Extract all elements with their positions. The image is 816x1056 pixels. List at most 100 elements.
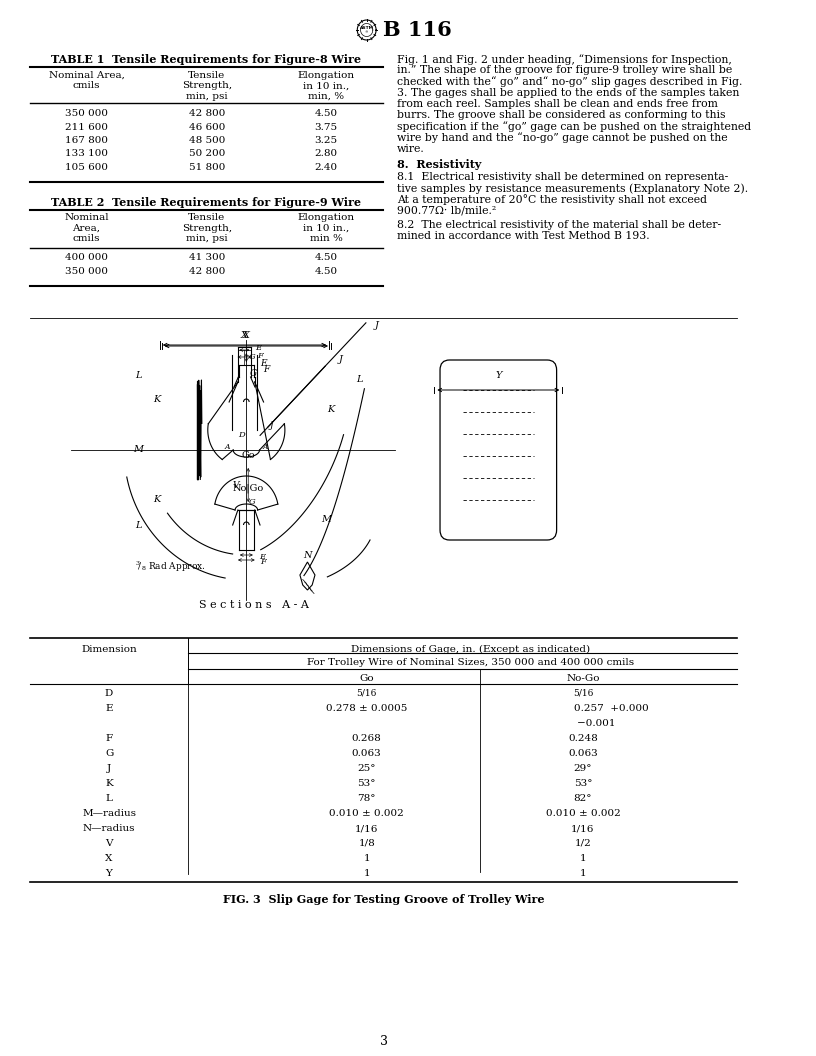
Text: Tensile
Strength,
min, psi: Tensile Strength, min, psi	[182, 213, 232, 243]
Text: 167 800: 167 800	[65, 136, 108, 145]
Text: Y: Y	[495, 371, 502, 380]
Text: Fig. 1 and Fig. 2 under heading, “Dimensions for Inspection,: Fig. 1 and Fig. 2 under heading, “Dimens…	[397, 54, 732, 64]
Text: 400 000: 400 000	[65, 253, 108, 263]
Text: J: J	[375, 321, 378, 329]
Text: from each reel. Samples shall be clean and ends free from: from each reel. Samples shall be clean a…	[397, 99, 717, 109]
Text: 53°: 53°	[574, 779, 592, 788]
Text: 3: 3	[379, 1035, 388, 1048]
Text: A: A	[262, 444, 268, 451]
Text: wire by hand and the “no-go” gage cannot be pushed on the: wire by hand and the “no-go” gage cannot…	[397, 132, 727, 144]
Text: Dimension: Dimension	[81, 645, 137, 654]
Text: 1: 1	[363, 869, 370, 878]
Text: 1/2: 1/2	[574, 840, 592, 848]
Text: Go: Go	[242, 451, 255, 459]
Text: D: D	[105, 689, 113, 698]
Text: 53°: 53°	[357, 779, 376, 788]
Text: At a temperature of 20°C the resistivity shall not exceed: At a temperature of 20°C the resistivity…	[397, 194, 707, 205]
Text: D: D	[238, 431, 245, 439]
Text: 0.063: 0.063	[352, 749, 382, 758]
Text: 4.50: 4.50	[315, 253, 338, 263]
Text: 5/16: 5/16	[357, 689, 377, 698]
Text: K: K	[105, 779, 113, 788]
Text: 4.50: 4.50	[315, 109, 338, 118]
Text: L: L	[135, 521, 141, 529]
Text: V: V	[105, 840, 113, 848]
Text: L: L	[356, 376, 362, 384]
Text: 2.40: 2.40	[315, 163, 338, 172]
Text: For Trolley Wire of Nominal Sizes, 350 000 and 400 000 cmils: For Trolley Wire of Nominal Sizes, 350 0…	[307, 658, 634, 667]
Text: 82°: 82°	[574, 794, 592, 803]
Text: 1/8: 1/8	[358, 840, 375, 848]
Text: mined in accordance with Test Method B 193.: mined in accordance with Test Method B 1…	[397, 231, 650, 241]
Text: 78°: 78°	[357, 794, 376, 803]
Text: K: K	[153, 495, 161, 505]
Text: 3.25: 3.25	[315, 136, 338, 145]
Text: 2.80: 2.80	[315, 150, 338, 158]
Text: Y: Y	[105, 869, 113, 878]
Text: K: K	[153, 396, 161, 404]
Text: G: G	[250, 369, 257, 377]
Text: F: F	[105, 734, 113, 743]
Text: 50 200: 50 200	[188, 150, 225, 158]
Text: 0.278 ± 0.0005: 0.278 ± 0.0005	[326, 704, 407, 713]
Text: E: E	[255, 344, 261, 352]
Text: 29°: 29°	[574, 763, 592, 773]
Text: K: K	[327, 406, 335, 415]
Text: TABLE 2  Tensile Requirements for Figure-9 Wire: TABLE 2 Tensile Requirements for Figure-…	[51, 197, 361, 208]
Text: E: E	[105, 704, 113, 713]
Text: 350 000: 350 000	[65, 109, 108, 118]
Text: 0.010 ± 0.002: 0.010 ± 0.002	[546, 809, 620, 818]
Text: X: X	[243, 331, 250, 340]
Text: wire.: wire.	[397, 144, 424, 153]
Text: J: J	[339, 356, 342, 364]
Text: 0.268: 0.268	[352, 734, 382, 743]
Text: Nominal
Area,
cmils: Nominal Area, cmils	[64, 213, 109, 243]
Text: 42 800: 42 800	[188, 109, 225, 118]
Text: V: V	[233, 480, 239, 490]
Text: L: L	[135, 371, 141, 379]
Text: M—radius: M—radius	[82, 809, 136, 818]
Text: specification if the “go” gage can be pushed on the straightened: specification if the “go” gage can be pu…	[397, 121, 751, 132]
Text: 1/16: 1/16	[355, 824, 379, 833]
Text: B 116: B 116	[383, 20, 451, 40]
Text: F: F	[257, 352, 263, 360]
Text: A: A	[225, 444, 230, 451]
Text: −0.001: −0.001	[551, 719, 615, 728]
Text: J: J	[270, 420, 273, 430]
Text: S e c t i o n s   A - A: S e c t i o n s A - A	[199, 600, 308, 610]
Text: 42 800: 42 800	[188, 267, 225, 276]
Text: No|Go: No|Go	[233, 484, 264, 493]
Text: 211 600: 211 600	[65, 122, 108, 132]
Text: $\mathregular{^3\!/_8}$ Rad Approx.: $\mathregular{^3\!/_8}$ Rad Approx.	[135, 560, 206, 574]
Text: N—radius: N—radius	[82, 824, 135, 833]
Text: in.” The shape of the groove for figure-9 trolley wire shall be: in.” The shape of the groove for figure-…	[397, 65, 732, 75]
Text: burrs. The groove shall be considered as conforming to this: burrs. The groove shall be considered as…	[397, 110, 725, 120]
Text: M: M	[322, 515, 331, 525]
Text: 0.010 ± 0.002: 0.010 ± 0.002	[330, 809, 404, 818]
Text: 0.063: 0.063	[568, 749, 598, 758]
Text: 46 600: 46 600	[188, 122, 225, 132]
Text: E: E	[260, 359, 267, 369]
Text: G: G	[249, 353, 256, 361]
Text: 5/16: 5/16	[573, 689, 593, 698]
Text: checked with the“ go” and“ no-go” slip gages described in Fig.: checked with the“ go” and“ no-go” slip g…	[397, 76, 742, 88]
Text: 4.50: 4.50	[315, 267, 338, 276]
Text: tive samples by resistance measurements (Explanatory Note 2).: tive samples by resistance measurements …	[397, 183, 748, 193]
Text: 133 100: 133 100	[65, 150, 108, 158]
Text: 41 300: 41 300	[188, 253, 225, 263]
Text: 1/16: 1/16	[571, 824, 595, 833]
Text: 1: 1	[363, 854, 370, 863]
Text: 3.75: 3.75	[315, 122, 338, 132]
Text: Elongation
in 10 in.,
min %: Elongation in 10 in., min %	[298, 213, 355, 243]
Text: 25°: 25°	[357, 763, 376, 773]
Text: Tensile
Strength,
min, psi: Tensile Strength, min, psi	[182, 71, 232, 100]
Text: 0.257  +0.000: 0.257 +0.000	[574, 704, 648, 713]
Text: G: G	[105, 749, 113, 758]
Text: X: X	[241, 331, 248, 340]
Text: Nominal Area,
cmils: Nominal Area, cmils	[49, 71, 124, 91]
Text: No-Go: No-Go	[566, 674, 600, 683]
Text: ®: ®	[365, 31, 369, 35]
Text: 8.1  Electrical resistivity shall be determined on representa-: 8.1 Electrical resistivity shall be dete…	[397, 172, 728, 182]
Text: Dimensions of Gage, in. (Except as indicated): Dimensions of Gage, in. (Except as indic…	[351, 645, 590, 654]
Text: 8.2  The electrical resistivity of the material shall be deter-: 8.2 The electrical resistivity of the ma…	[397, 220, 721, 229]
